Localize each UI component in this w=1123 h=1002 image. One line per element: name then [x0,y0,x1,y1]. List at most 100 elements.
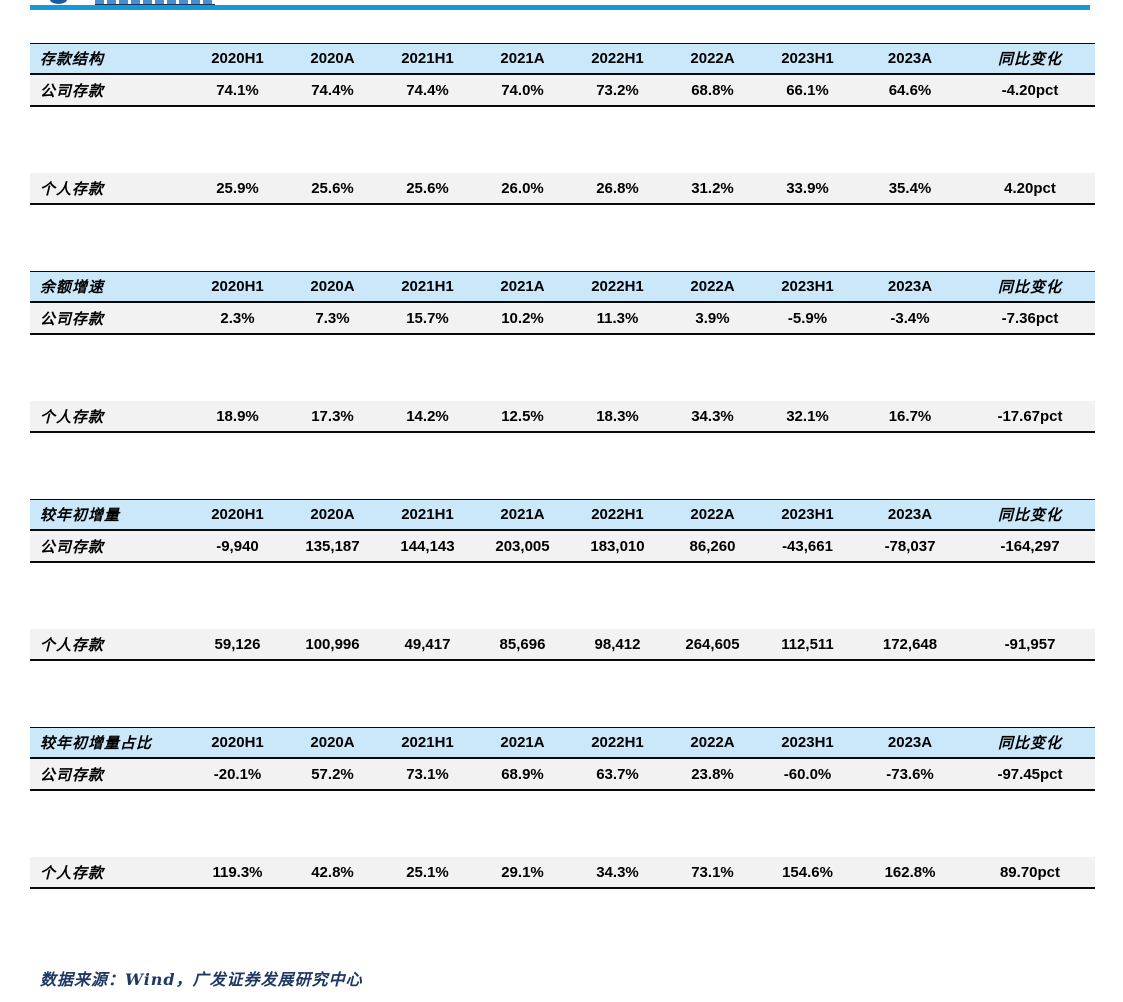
cell-value: -5.9% [787,309,828,327]
row-label: 公司存款 [40,537,105,556]
column-header: 2023A [887,734,933,751]
cell-value: 135,187 [305,537,360,555]
row-label: 公司存款 [40,309,105,328]
cell-value: 66.1% [786,81,829,99]
table-header-row: 较年初增量 2020H1 2020A 2021H1 2021A 2022H1 2022A 20… [30,499,1095,531]
row-spacer [30,335,1095,401]
data-row: 公司存款 74.1% 74.4% 74.4% 74.0% 73.2% 68.8% 66.1% 6… [30,75,1095,107]
data-row: 个人存款 119.3% 42.8% 25.1% 29.1% 34.3% 73.1% 154.6… [30,857,1095,889]
cell-value: 68.9% [501,765,544,783]
table-title: 存款结构 [40,50,105,68]
cell-value: 144,143 [400,537,455,555]
cell-value: 42.8% [311,863,354,881]
column-header: 2021A [500,278,545,295]
table-group-2: 余额增速 2020H1 2020A 2021H1 2021A 2022H1 2022A 202… [30,271,1095,433]
cell-value: 57.2% [311,765,354,783]
row-spacer [30,791,1095,857]
column-header: 2023H1 [781,506,834,523]
column-header: 同比变化 [997,278,1062,296]
cell-value: -91,957 [1004,635,1056,653]
cell-value: 26.0% [501,179,544,197]
column-header: 2021H1 [401,734,454,751]
row-label: 公司存款 [40,765,105,784]
cell-value: -17.67pct [997,407,1063,425]
column-header: 2023H1 [781,50,834,67]
cell-value: 12.5% [501,407,544,425]
column-header: 2023A [887,278,933,295]
column-header: 2020A [310,506,355,523]
cell-value: -20.1% [213,765,262,783]
cell-value: 183,010 [590,537,645,555]
cell-value: -4.20pct [1001,81,1059,99]
cell-value: 64.6% [888,81,932,99]
column-header: 2021A [500,506,545,523]
column-header: 2021A [500,734,545,751]
column-header: 2021H1 [401,278,454,295]
cell-value: -60.0% [783,765,832,783]
data-row: 公司存款 2.3% 7.3% 15.7% 10.2% 11.3% 3.9% -5.9% -3.4… [30,303,1095,335]
column-header: 2020H1 [211,506,264,523]
column-header: 同比变化 [997,734,1062,752]
brand-logo-icon [50,0,67,4]
table-header-row: 余额增速 2020H1 2020A 2021H1 2021A 2022H1 2022A 202… [30,271,1095,303]
cell-value: 16.7% [888,407,932,425]
cell-value: 73.1% [406,765,449,783]
column-header: 2022A [690,278,735,295]
cell-value: 203,005 [495,537,550,555]
cell-value: 59,126 [214,635,261,653]
cell-value: 74.1% [216,81,259,99]
column-header: 同比变化 [997,506,1062,524]
cell-value: 25.1% [406,863,449,881]
cell-value: 31.2% [691,179,734,197]
cell-value: 33.9% [786,179,829,197]
cell-value: 68.8% [691,81,734,99]
cell-value: 4.20pct [1004,179,1056,197]
column-header: 2022H1 [591,50,644,67]
cell-value: 18.9% [216,407,259,425]
column-header: 2022A [690,734,735,751]
column-header: 2020H1 [211,50,264,67]
cell-value: 23.8% [691,765,734,783]
data-row: 个人存款 18.9% 17.3% 14.2% 12.5% 18.3% 34.3% 32.1% 1… [30,401,1095,433]
cell-value: 154.6% [782,863,833,881]
cell-value: 26.8% [596,179,639,197]
cell-value: -3.4% [890,309,930,327]
cell-value: 32.1% [786,407,829,425]
column-header: 2022H1 [591,278,644,295]
data-row: 公司存款 -20.1% 57.2% 73.1% 68.9% 63.7% 23.8% -60.0… [30,759,1095,791]
cell-value: 34.3% [691,407,734,425]
row-label: 公司存款 [40,81,105,100]
table-group-4: 较年初增量占比 2020H1 2020A 2021H1 2021A 2022H1 2022A… [30,727,1095,889]
table-group-1: 存款结构 2020H1 2020A 2021H1 2021A 2022H1 2022A 202… [30,43,1095,205]
cell-value: 35.4% [888,179,932,197]
column-header: 2023H1 [781,734,834,751]
cell-value: 7.3% [315,309,350,327]
cell-value: 25.6% [406,179,449,197]
cell-value: 73.2% [596,81,639,99]
cell-value: 14.2% [406,407,449,425]
cell-value: 98,412 [594,635,641,653]
logo-strip [0,0,1123,5]
data-row: 个人存款 25.9% 25.6% 25.6% 26.0% 26.8% 31.2% 33.9% 3… [30,173,1095,205]
row-spacer [30,107,1095,173]
row-label: 个人存款 [40,179,105,198]
row-spacer [30,563,1095,629]
cell-value: 10.2% [501,309,544,327]
column-header: 2023A [887,50,933,67]
column-header: 2022A [690,506,735,523]
table-header-row: 存款结构 2020H1 2020A 2021H1 2021A 2022H1 2022A 202… [30,43,1095,75]
cell-value: 15.7% [406,309,449,327]
table-title: 较年初增量占比 [40,734,153,752]
row-label: 个人存款 [40,863,105,882]
brand-wordmark [95,0,215,5]
cell-value: 172,648 [882,635,938,653]
column-header: 同比变化 [997,50,1062,68]
cell-value: 74.4% [406,81,449,99]
column-header: 2023H1 [781,278,834,295]
cell-value: 49,417 [404,635,451,653]
cell-value: -164,297 [1000,537,1060,555]
table-group-3: 较年初增量 2020H1 2020A 2021H1 2021A 2022H1 2022A 20… [30,499,1095,661]
column-header: 2022A [690,50,735,67]
cell-value: 2.3% [220,309,255,327]
cell-value: 63.7% [596,765,639,783]
